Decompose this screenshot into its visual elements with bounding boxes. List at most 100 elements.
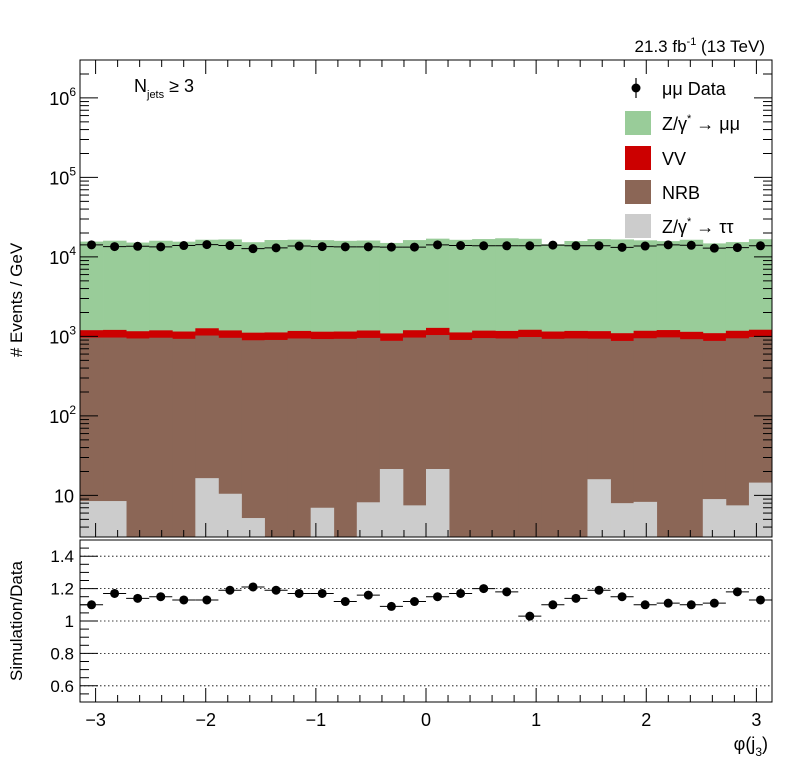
ratio-y-tick-label-4: 1.4	[50, 547, 74, 566]
bar-nrb-21	[564, 338, 588, 537]
data-point-14	[402, 242, 426, 252]
bar-nrb-20	[541, 338, 565, 537]
data-point-19	[518, 241, 542, 251]
ratio-point-13	[379, 601, 403, 611]
bar-nrb-24	[633, 338, 658, 537]
data-point-2	[126, 241, 150, 251]
bar-nrb-11	[333, 338, 358, 537]
x-tick-label-6: 3	[751, 710, 761, 730]
y-tick-label-5: 106	[49, 85, 76, 109]
bar-ztautau-23	[610, 503, 634, 537]
data-point-23	[610, 242, 634, 252]
data-point-29	[748, 241, 772, 251]
bar-ztautau-10	[310, 507, 335, 537]
y-tick-label-0: 10	[54, 486, 74, 506]
ratio-point-5	[195, 595, 219, 605]
data-point-20	[541, 240, 565, 250]
legend-zmumu-swatch	[625, 111, 651, 135]
ratio-y-tick-label-1: 0.8	[50, 644, 74, 663]
ratio-gridlines	[80, 555, 772, 687]
bar-ztautau-13	[379, 469, 404, 537]
bar-nrb-26	[679, 339, 704, 537]
data-point-5	[195, 240, 219, 250]
bar-nrb-16	[449, 339, 473, 537]
lumi-label: 21.3 fb-1 (13 TeV)	[635, 36, 765, 56]
bar-nrb-25	[656, 337, 681, 537]
ratio-point-20	[541, 600, 565, 610]
bar-ztautau-28	[725, 505, 750, 537]
y-tick-label-2: 103	[49, 323, 76, 347]
x-tick-label-1: −2	[195, 710, 216, 730]
legend-entry-zmumu: Z/γ* → μμ	[625, 111, 740, 135]
data-point-26	[679, 240, 703, 250]
data-point-15	[426, 240, 450, 250]
ratio-x-axis: −3 −2 −1 0 1 2 3	[85, 688, 761, 730]
data-point-4	[172, 241, 196, 251]
legend-entry-vv: VV	[625, 146, 686, 170]
ratio-point-6	[218, 585, 242, 595]
data-point-8	[264, 243, 288, 253]
bar-nrb-8	[264, 339, 288, 537]
ratio-point-26	[679, 600, 703, 610]
data-point-27	[702, 243, 726, 253]
ratio-y-tick-label-0: 0.6	[50, 677, 74, 696]
bar-nrb-4	[172, 338, 196, 537]
ratio-point-8	[264, 585, 288, 595]
bar-ztautau-6	[218, 493, 242, 537]
bar-nrb-19	[518, 337, 542, 537]
main-y-axis: 10 102 103 104 105 106	[49, 59, 772, 538]
bar-nrb-1	[103, 337, 127, 537]
ratio-point-18	[495, 587, 519, 597]
ratio-y-tick-label-3: 1.2	[50, 580, 74, 599]
data-point-0	[80, 240, 104, 250]
legend-entry-data: μμ Data	[631, 78, 727, 99]
ratio-point-9	[287, 588, 311, 598]
ratio-point-16	[449, 588, 473, 598]
legend-vv-label: VV	[662, 149, 686, 169]
ratio-point-23	[610, 592, 634, 602]
data-point-6	[218, 241, 242, 251]
legend-data-marker	[631, 83, 641, 93]
bar-ztautau-15	[426, 469, 450, 537]
bar-ztautau-12	[356, 502, 381, 537]
ratio-point-1	[103, 588, 127, 598]
legend-zmumu-label: Z/γ* → μμ	[662, 113, 740, 134]
ratio-point-28	[725, 587, 749, 597]
data-point-22	[587, 241, 611, 251]
bar-nrb-12	[356, 337, 381, 537]
bar-ztautau-24	[633, 501, 658, 537]
ratio-point-22	[587, 585, 611, 595]
legend-nrb-label: NRB	[662, 183, 700, 203]
legend-data-label: μμ Data	[662, 79, 727, 99]
ratio-points	[80, 582, 772, 621]
ratio-point-24	[633, 600, 657, 610]
bar-ztautau-27	[702, 499, 727, 537]
ratio-point-7	[241, 582, 265, 592]
bar-nrb-17	[472, 338, 496, 537]
data-point-9	[287, 241, 311, 251]
bar-nrb-28	[725, 338, 750, 537]
ratio-point-3	[149, 592, 173, 602]
ratio-point-29	[748, 595, 772, 605]
bar-nrb-10	[310, 339, 335, 537]
ratio-point-17	[472, 584, 496, 594]
ratio-point-21	[564, 593, 588, 603]
x-tick-label-4: 1	[531, 710, 541, 730]
bar-nrb-23	[610, 340, 634, 537]
data-point-28	[725, 243, 749, 253]
bar-ztautau-5	[195, 478, 219, 537]
data-point-16	[449, 241, 473, 251]
bar-ztautau-29	[748, 482, 773, 537]
main-y-label: # Events / GeV	[7, 242, 26, 357]
x-tick-label-0: −3	[85, 710, 106, 730]
legend: μμ Data Z/γ* → μμ VV NRB Z/γ* → ττ	[625, 78, 740, 238]
legend-entry-nrb: NRB	[625, 180, 700, 204]
ratio-point-12	[356, 590, 380, 600]
y-tick-label-4: 105	[49, 164, 76, 188]
data-point-18	[495, 241, 519, 251]
data-point-25	[656, 240, 680, 250]
main-x-ticks	[95, 60, 757, 537]
y-tick-label-1: 102	[49, 403, 76, 427]
